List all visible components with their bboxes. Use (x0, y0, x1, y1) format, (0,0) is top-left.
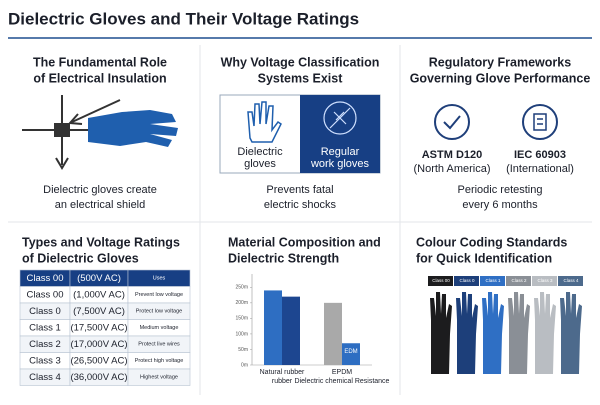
table-text: Protect live wires (138, 342, 180, 348)
panel-title: Dielectric Strength (228, 251, 339, 265)
table-text: Medium voltage (140, 325, 179, 331)
caption: every 6 months (462, 199, 538, 211)
table-header: Class 00 (27, 273, 64, 284)
x-tick-note: rubber (272, 378, 293, 385)
glove (534, 292, 556, 374)
x-tick-label: EPDM (332, 369, 352, 376)
class-label: Class 00 (432, 278, 450, 283)
caption: Dielectric gloves create (43, 184, 157, 196)
badge-icon (434, 104, 470, 140)
y-tick-label: 200m (235, 300, 248, 306)
material-chart: 0m 50m 100m 150m 200m 250m Natural rubber rubbe… (235, 274, 390, 385)
table-text: Protect low voltage (136, 309, 182, 315)
y-tick-label: 150m (235, 316, 248, 322)
panel-title: Governing Glove Performance (410, 71, 591, 85)
panel-title: Types and Voltage Ratings (22, 235, 180, 249)
glove (508, 292, 530, 374)
insulation-illustration (22, 95, 121, 170)
table-text: (36,000V AC) (70, 372, 127, 383)
panel-title: Why Voltage Classification (221, 55, 380, 69)
panel-title: for Quick Identification (416, 251, 552, 265)
y-tick-label: 0m (241, 362, 248, 368)
table-header: (500V AC) (77, 273, 121, 284)
badge-check (443, 115, 461, 130)
x-tick-note: Dielectric chemical Resistance (295, 378, 390, 385)
caption: Periodic retesting (458, 184, 543, 196)
label: Regular (321, 146, 360, 158)
standard-region: (North America) (413, 163, 490, 175)
glove (456, 292, 478, 374)
bar (324, 302, 342, 365)
panel-title: The Fundamental Role (33, 55, 167, 69)
class-label: Class 3 (537, 278, 553, 283)
table-text: Prevent low voltage (135, 292, 183, 298)
ratings-table: Class 00 (500V AC) Uses Class 00 (1,000V AC)… (19, 269, 191, 386)
class-label: Class 4 (563, 278, 579, 283)
class-header (480, 276, 505, 286)
table-text: Class 00 (27, 289, 64, 300)
table-text: (7,500V AC) (73, 306, 125, 317)
x-tick-label: Natural rubber (260, 369, 305, 376)
bar (264, 290, 282, 365)
table-text: (17,500V AC) (70, 322, 127, 333)
standard-name: IEC 60903 (514, 149, 566, 161)
class-label: Class 0 (459, 278, 475, 283)
table-text: Highest voltage (140, 375, 178, 381)
table-text: Class 3 (29, 355, 61, 366)
y-tick-label: 50m (238, 347, 248, 353)
caption: Prevents fatal (266, 184, 333, 196)
y-tick-label: 100m (235, 331, 248, 337)
table-text: Protect high voltage (135, 358, 184, 364)
panel-title: of Electrical Insulation (33, 71, 166, 85)
page-title: Dielectric Gloves and Their Voltage Rati… (8, 9, 359, 28)
bar-annotation: EDM (344, 349, 357, 355)
table-cell (127, 368, 191, 386)
panel-title: of Dielectric Gloves (22, 251, 139, 265)
table-text: Class 1 (29, 322, 61, 333)
class-header (506, 276, 531, 286)
label: Dielectric (237, 146, 283, 158)
y-tick-label: 250m (235, 285, 248, 291)
class-header (558, 276, 583, 286)
glove (430, 292, 452, 374)
panel-title: Systems Exist (258, 71, 344, 85)
label: work gloves (310, 158, 370, 170)
table-text: (26,500V AC) (70, 355, 127, 366)
table-text: (17,000V AC) (70, 339, 127, 350)
panel-title: Colour Coding Standards (416, 235, 567, 249)
table-text: Class 2 (29, 339, 61, 350)
standard-name: ASTM D120 (422, 149, 483, 161)
glove-outline (247, 101, 282, 143)
glove-icon (88, 110, 178, 147)
table-text: Class 4 (29, 372, 61, 383)
class-header (532, 276, 557, 286)
panel-title: Material Composition and (228, 235, 381, 249)
caption: electric shocks (264, 199, 337, 211)
bar (282, 296, 300, 365)
class-label: Class 1 (485, 278, 501, 283)
label: gloves (244, 158, 276, 170)
glove (482, 292, 504, 374)
glove (560, 292, 582, 374)
class-label: Class 2 (511, 278, 527, 283)
standard-region: (International) (506, 163, 574, 175)
table-text: Class 0 (29, 306, 61, 317)
badge-icon (522, 104, 558, 140)
badge-doc (533, 113, 547, 131)
spark-icon (323, 101, 357, 135)
class-header (428, 276, 453, 286)
panel-title: Regulatory Frameworks (429, 55, 571, 69)
caption: an electrical shield (55, 199, 146, 211)
class-header (454, 276, 479, 286)
bar (342, 343, 360, 365)
colour-gloves: Class 00 Class 0 Class 1 Class 2 Class 3 Clas… (428, 276, 583, 374)
table-header: Uses (153, 276, 166, 282)
table-text: (1,000V AC) (73, 289, 125, 300)
